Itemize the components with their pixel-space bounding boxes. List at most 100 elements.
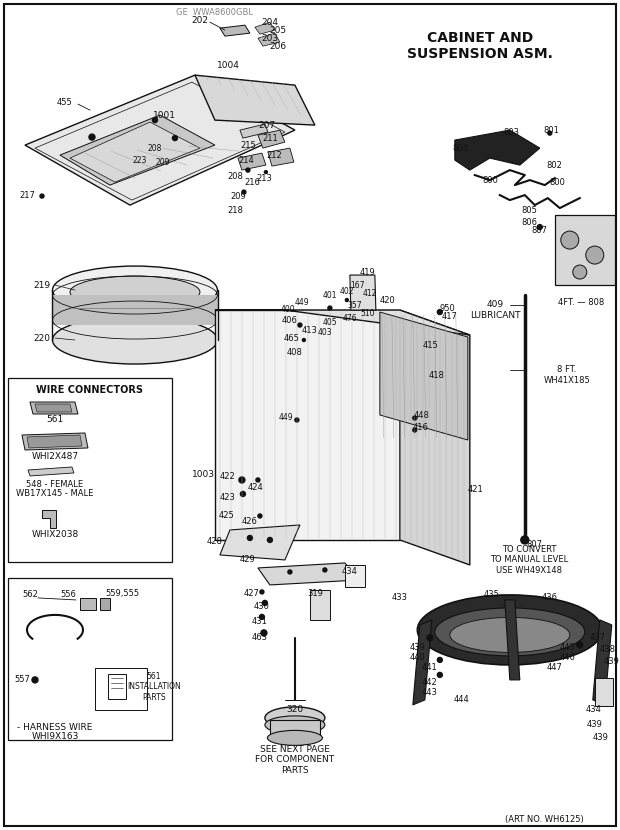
- Bar: [80, 598, 96, 610]
- Circle shape: [258, 514, 262, 518]
- Text: 208: 208: [227, 172, 243, 181]
- Text: SUSPENSION ASM.: SUSPENSION ASM.: [407, 47, 553, 61]
- Polygon shape: [240, 124, 268, 138]
- Text: 437: 437: [590, 633, 606, 642]
- Text: 320: 320: [286, 706, 303, 715]
- Circle shape: [259, 614, 264, 619]
- Circle shape: [242, 190, 246, 194]
- Circle shape: [521, 536, 529, 544]
- Circle shape: [437, 657, 442, 662]
- Text: 559,555: 559,555: [105, 589, 139, 598]
- Text: 439: 439: [587, 720, 603, 730]
- Text: 436: 436: [542, 593, 558, 603]
- Text: 408: 408: [287, 348, 303, 357]
- Text: 1004: 1004: [216, 61, 239, 70]
- Circle shape: [295, 418, 299, 422]
- Circle shape: [303, 339, 306, 341]
- Circle shape: [267, 538, 272, 543]
- Text: 561
INSTALLATION
PARTS: 561 INSTALLATION PARTS: [127, 672, 180, 701]
- Circle shape: [437, 310, 442, 315]
- Text: 442: 442: [422, 678, 438, 687]
- Text: 206: 206: [269, 42, 286, 51]
- Polygon shape: [220, 525, 300, 560]
- Circle shape: [345, 299, 348, 301]
- Text: 400: 400: [281, 305, 295, 314]
- Polygon shape: [22, 433, 88, 450]
- Text: 440: 440: [410, 653, 426, 662]
- Text: 216: 216: [244, 178, 260, 187]
- Text: 434: 434: [342, 568, 358, 577]
- Text: 557: 557: [14, 676, 30, 685]
- Text: 423: 423: [220, 494, 236, 502]
- Text: 213: 213: [256, 173, 272, 183]
- Polygon shape: [27, 435, 82, 448]
- Text: 439: 439: [593, 734, 609, 742]
- Text: 561: 561: [46, 416, 64, 424]
- Text: 8 FT.
WH41X185: 8 FT. WH41X185: [544, 365, 591, 385]
- Text: 204: 204: [262, 17, 278, 27]
- Text: 211: 211: [262, 134, 278, 143]
- Text: 444: 444: [454, 696, 470, 705]
- Text: 548 - FEMALE: 548 - FEMALE: [27, 481, 84, 490]
- Ellipse shape: [561, 231, 579, 249]
- Circle shape: [89, 134, 95, 140]
- Text: 208: 208: [148, 144, 162, 153]
- Text: WHI9X163: WHI9X163: [31, 732, 79, 741]
- Polygon shape: [52, 295, 218, 325]
- Polygon shape: [555, 215, 615, 285]
- Bar: [100, 598, 110, 610]
- Text: 805: 805: [522, 206, 538, 215]
- Polygon shape: [60, 115, 215, 185]
- Text: 422: 422: [220, 472, 236, 481]
- Text: 406: 406: [282, 315, 298, 325]
- Text: 424: 424: [248, 483, 264, 492]
- Ellipse shape: [573, 265, 587, 279]
- Text: 405: 405: [322, 318, 337, 326]
- Polygon shape: [238, 153, 266, 170]
- Polygon shape: [413, 620, 432, 705]
- Text: 445: 445: [560, 643, 575, 652]
- Text: 357: 357: [348, 300, 362, 310]
- Polygon shape: [455, 130, 540, 170]
- Text: WIRE CONNECTORS: WIRE CONNECTORS: [37, 385, 143, 395]
- Text: 449: 449: [278, 413, 293, 422]
- Text: 443: 443: [422, 688, 438, 697]
- Polygon shape: [215, 310, 470, 335]
- Polygon shape: [42, 510, 56, 528]
- Ellipse shape: [267, 730, 322, 745]
- Ellipse shape: [417, 595, 602, 665]
- Text: 463: 463: [252, 633, 268, 642]
- Circle shape: [298, 323, 302, 327]
- Polygon shape: [258, 130, 285, 148]
- Text: SEE NEXT PAGE
FOR COMPONENT
PARTS: SEE NEXT PAGE FOR COMPONENT PARTS: [255, 745, 334, 774]
- Polygon shape: [220, 25, 250, 37]
- Circle shape: [239, 477, 245, 483]
- Text: 205: 205: [269, 26, 286, 35]
- Text: 416: 416: [413, 423, 429, 432]
- Text: 431: 431: [252, 618, 268, 627]
- Text: 167: 167: [351, 281, 365, 290]
- Ellipse shape: [53, 316, 218, 364]
- Text: - HARNESS WIRE: - HARNESS WIRE: [17, 724, 92, 732]
- Text: 465: 465: [284, 334, 300, 343]
- Text: 807: 807: [532, 226, 548, 235]
- Circle shape: [256, 478, 260, 482]
- Circle shape: [260, 590, 264, 594]
- Text: 402: 402: [340, 286, 354, 295]
- Text: 428: 428: [207, 538, 223, 546]
- Text: 212: 212: [266, 150, 281, 159]
- Text: (ART NO. WH6125): (ART NO. WH6125): [505, 815, 584, 824]
- Text: 802: 802: [547, 160, 563, 169]
- Polygon shape: [70, 122, 200, 182]
- Text: 218: 218: [227, 206, 243, 215]
- Ellipse shape: [435, 608, 585, 656]
- Text: 427: 427: [244, 589, 260, 598]
- Text: 401: 401: [322, 290, 337, 300]
- Text: 800: 800: [482, 176, 498, 184]
- Text: 438: 438: [600, 646, 616, 654]
- Circle shape: [413, 428, 417, 432]
- Circle shape: [241, 491, 246, 496]
- Circle shape: [437, 672, 442, 677]
- Text: 801: 801: [544, 125, 560, 134]
- Text: 807: 807: [527, 540, 542, 549]
